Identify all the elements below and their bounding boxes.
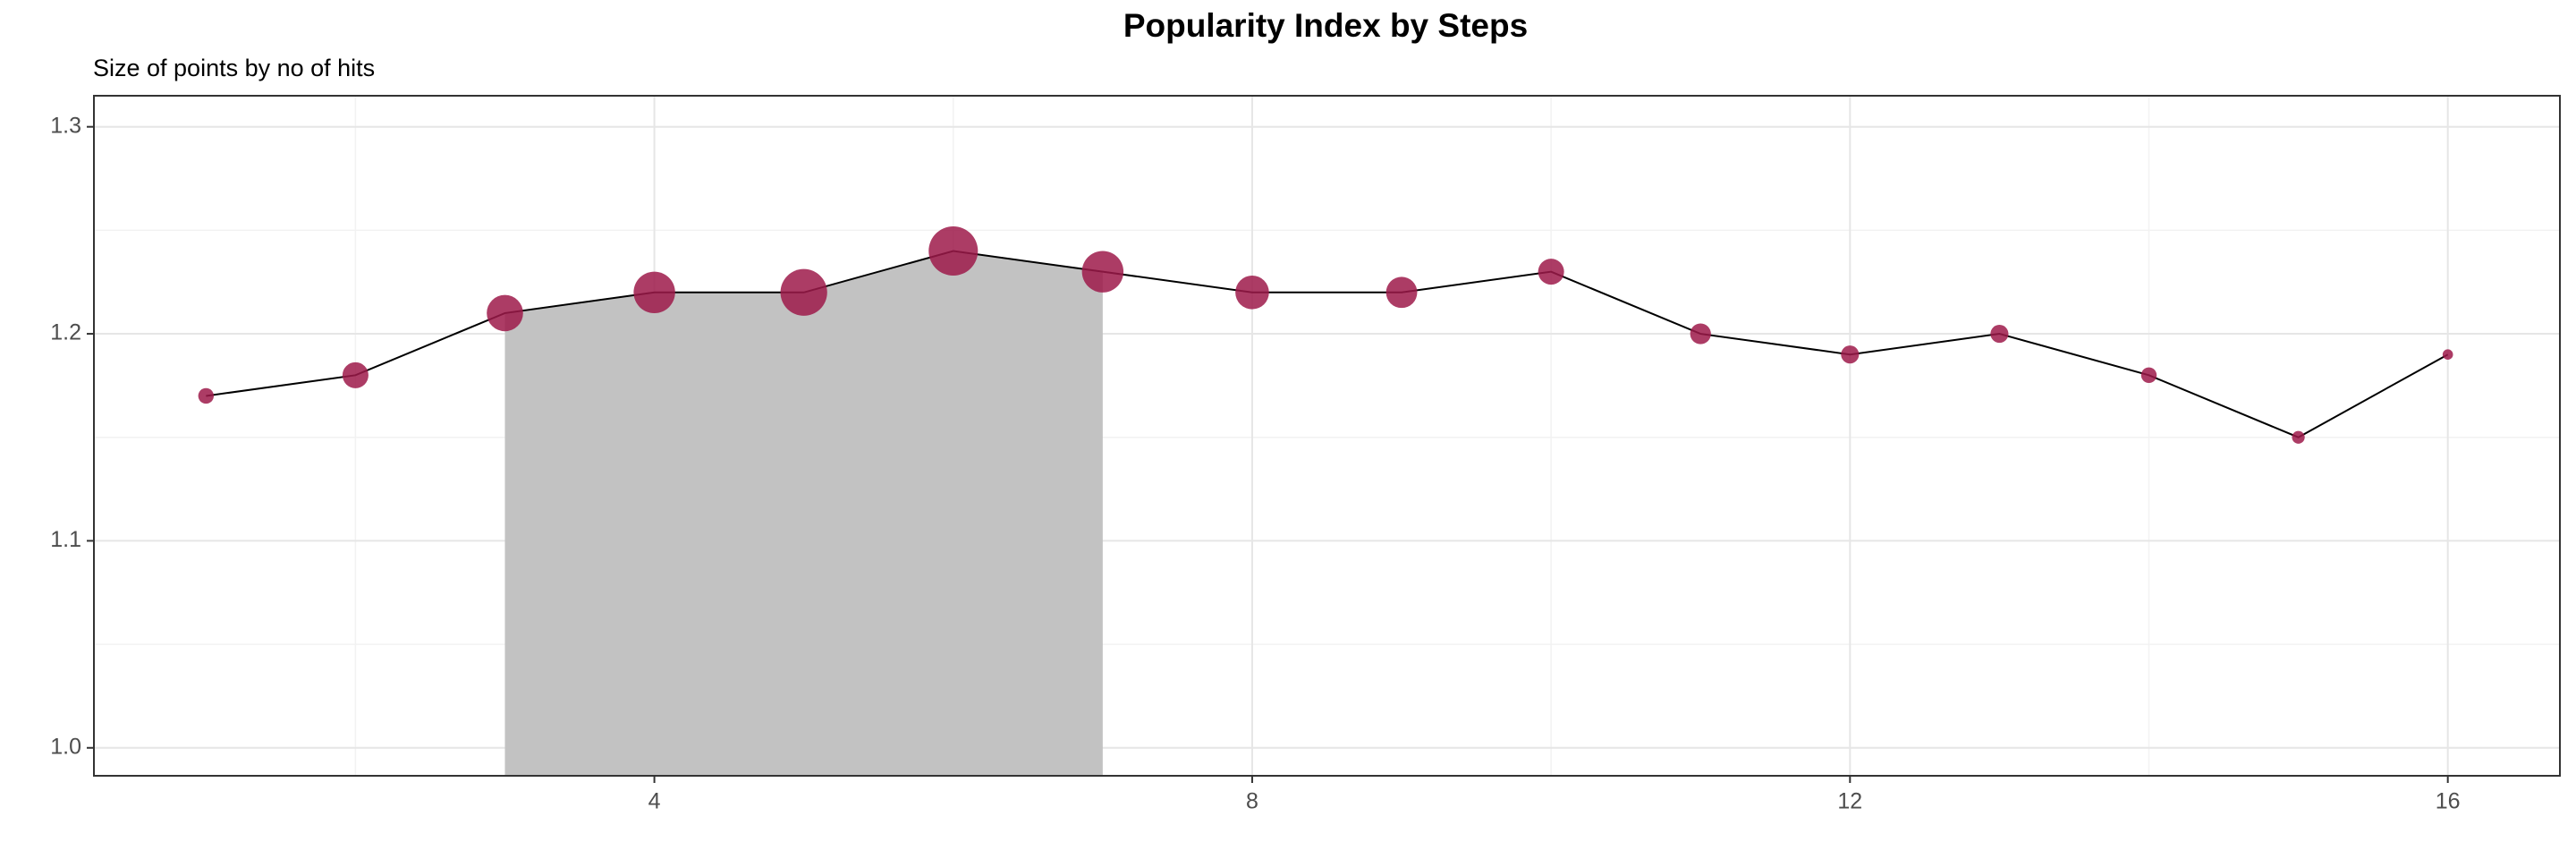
y-tick-label: 1.0 xyxy=(50,734,81,759)
point xyxy=(780,268,827,316)
point xyxy=(1690,323,1711,344)
y-tick-label: 1.3 xyxy=(50,113,81,138)
point xyxy=(1235,275,1269,310)
point xyxy=(1081,251,1124,293)
point xyxy=(342,361,369,388)
point xyxy=(928,226,979,276)
x-tick-label: 12 xyxy=(1837,789,1862,814)
point xyxy=(1385,276,1418,309)
point xyxy=(2442,349,2453,360)
point xyxy=(198,387,215,404)
y-tick-label: 1.2 xyxy=(50,320,81,345)
point xyxy=(2140,367,2157,384)
point xyxy=(1841,345,1860,364)
chart-subtitle: Size of points by no of hits xyxy=(93,55,375,81)
point xyxy=(1538,259,1564,285)
point xyxy=(1990,325,2009,344)
x-tick-label: 16 xyxy=(2436,789,2461,814)
point xyxy=(2292,430,2305,444)
x-tick-label: 8 xyxy=(1246,789,1258,814)
y-tick-label: 1.1 xyxy=(50,527,81,552)
highlight-area xyxy=(504,251,1103,776)
line xyxy=(206,250,2449,438)
panel-border xyxy=(93,95,2561,777)
x-tick-label: 4 xyxy=(648,789,661,814)
point xyxy=(487,294,523,332)
chart-title: Popularity Index by Steps xyxy=(1123,7,1528,44)
point xyxy=(633,271,675,313)
